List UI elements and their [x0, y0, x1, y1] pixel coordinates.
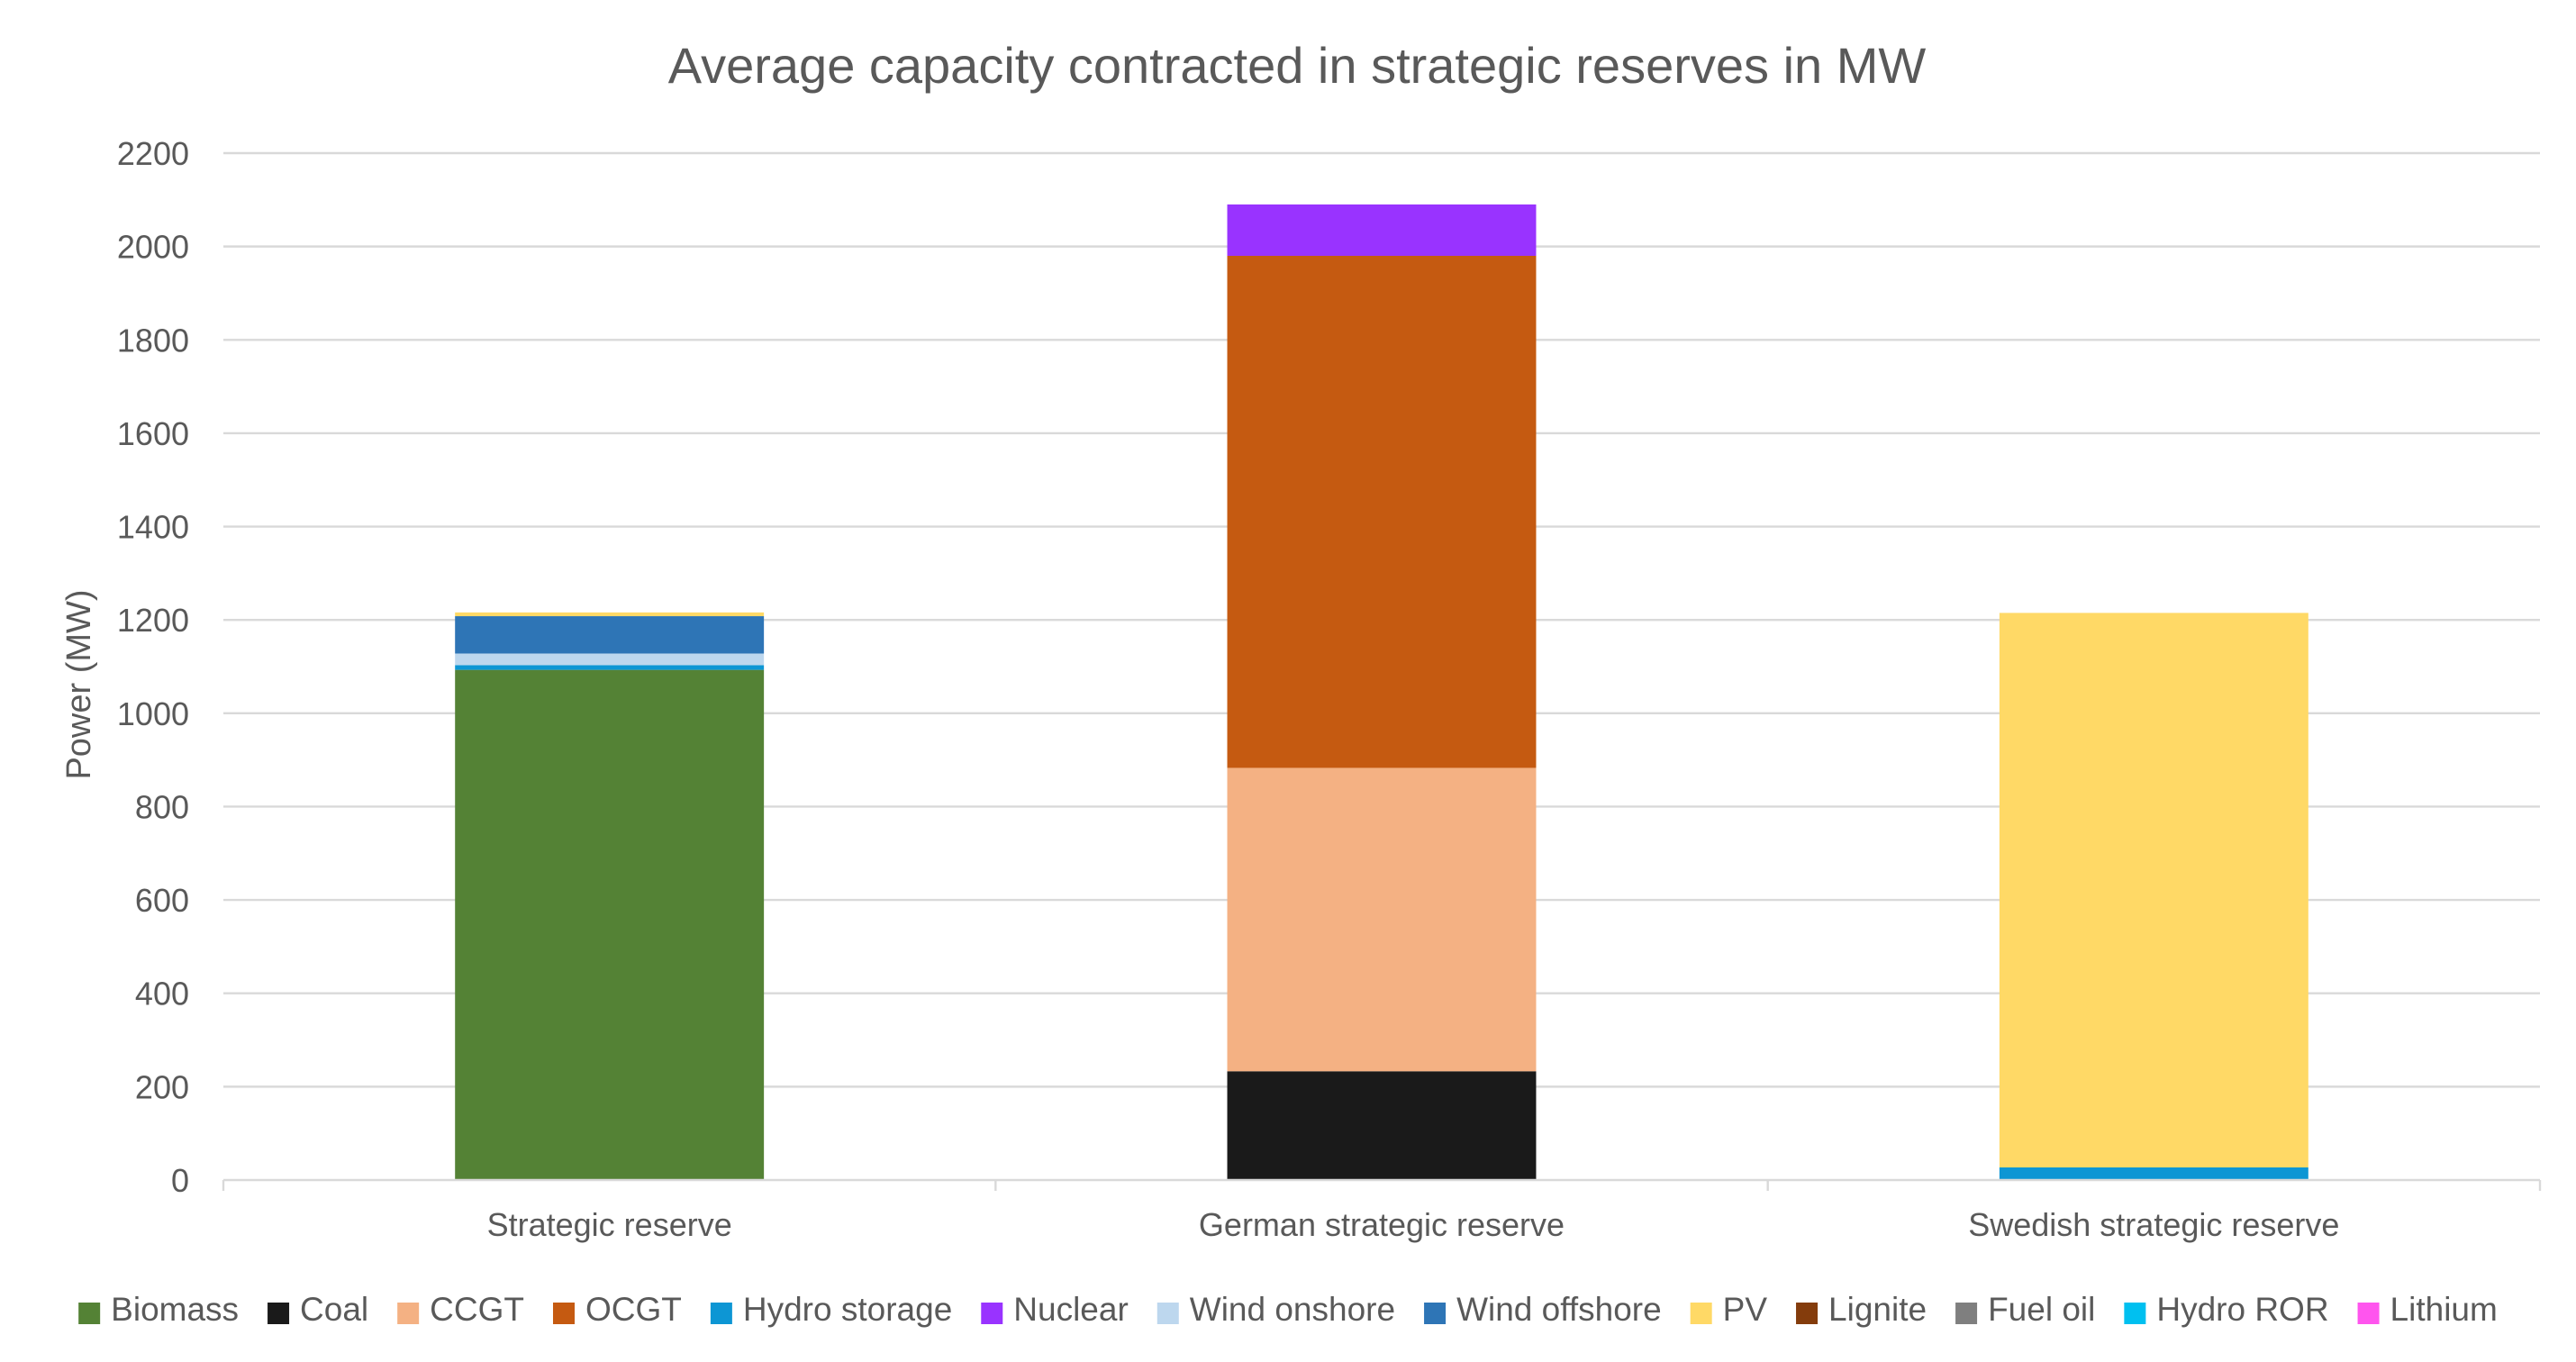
legend-swatch — [552, 1303, 575, 1324]
legend-label: Hydro ROR — [2156, 1291, 2328, 1328]
bar-segment-biomass-1 — [455, 669, 765, 1180]
bar-segment-pv-1 — [455, 612, 765, 617]
legend-label: Wind onshore — [1190, 1291, 1395, 1328]
y-axis-title: Power (MW) — [60, 589, 98, 779]
legend-item-ccgt: CCGT — [397, 1291, 524, 1328]
legend-swatch — [2357, 1303, 2380, 1324]
x-category-label-2: German strategic reserve — [1199, 1206, 1565, 1243]
legend-item-ocgt: OCGT — [552, 1291, 682, 1328]
legend-label: Fuel oil — [1988, 1291, 2095, 1328]
x-axis: Strategic reserve German strategic reserv… — [222, 1178, 2542, 1243]
legend-item-biomass: Biomass — [78, 1291, 239, 1328]
legend-item-wind-offshore: Wind offshore — [1424, 1291, 1662, 1328]
legend-item-fuel-oil: Fuel oil — [1955, 1291, 2095, 1328]
chart-title: Average capacity contracted in strategic… — [668, 37, 1927, 94]
legend-label: Hydro storage — [743, 1291, 952, 1328]
legend-item-hydro-storage: Hydro storage — [710, 1291, 952, 1328]
legend-swatch — [1955, 1303, 1978, 1324]
legend-swatch — [2124, 1303, 2146, 1324]
y-tick-label-400: 400 — [135, 976, 189, 1012]
legend-swatch — [1424, 1303, 1447, 1324]
bars — [455, 204, 2308, 1180]
legend-swatch — [1796, 1303, 1819, 1324]
y-tick-label-1000: 1000 — [117, 695, 189, 732]
legend-label: Lithium — [2390, 1291, 2498, 1328]
bar-segment-wind-onshore-1 — [455, 653, 765, 666]
y-tick-label-2200: 2200 — [117, 135, 189, 172]
legend-swatch — [78, 1303, 101, 1324]
legend-item-pv: PV — [1690, 1291, 1768, 1328]
bar-segment-hydro-storage-3 — [1999, 1167, 2308, 1180]
x-category-label-1: Strategic reserve — [487, 1206, 732, 1243]
y-tick-label-0: 0 — [171, 1162, 189, 1199]
legend-swatch — [268, 1303, 290, 1324]
y-tick-label-1400: 1400 — [117, 509, 189, 546]
y-tick-label-1200: 1200 — [117, 602, 189, 639]
legend-label: Coal — [300, 1291, 368, 1328]
legend-label: CCGT — [430, 1291, 524, 1328]
legend-label: Biomass — [111, 1291, 239, 1328]
legend-label: Lignite — [1828, 1291, 1927, 1328]
legend-swatch — [1690, 1303, 1712, 1324]
legend-item-nuclear: Nuclear — [981, 1291, 1129, 1328]
bar-segment-nuclear-2 — [1227, 204, 1537, 256]
legend-swatch — [981, 1303, 1003, 1324]
bar-segment-coal-2 — [1227, 1071, 1537, 1180]
legend-label: OCGT — [585, 1291, 682, 1328]
y-tick-label-800: 800 — [135, 788, 189, 825]
bar-segment-wind-offshore-1 — [455, 616, 765, 654]
bar-segment-hydro-storage-1 — [455, 665, 765, 670]
legend-swatch — [710, 1303, 732, 1324]
x-category-label-3: Swedish strategic reserve — [1968, 1206, 2339, 1243]
legend-label: Nuclear — [1013, 1291, 1129, 1328]
legend-swatch — [1156, 1303, 1179, 1324]
legend-item-coal: Coal — [268, 1291, 368, 1328]
legend-swatch — [397, 1303, 420, 1324]
y-axis-ticks: 0 200 400 600 800 1000 1200 1400 1600 1800 2000 220… — [117, 135, 189, 1199]
legend-label: PV — [1723, 1291, 1768, 1328]
y-tick-label-2000: 2000 — [117, 229, 189, 266]
legend: Biomass Coal CCGT OCGT Hydro storage Nuclear W… — [78, 1291, 2498, 1328]
legend-item-lignite: Lignite — [1796, 1291, 1927, 1328]
legend-item-wind-onshore: Wind onshore — [1156, 1291, 1395, 1328]
bar-segment-ccgt-2 — [1227, 767, 1537, 1072]
y-tick-label-1600: 1600 — [117, 415, 189, 452]
legend-item-hydro-ror: Hydro ROR — [2124, 1291, 2329, 1328]
y-tick-label-600: 600 — [135, 882, 189, 919]
bar-segment-pv-3 — [1999, 613, 2308, 1168]
legend-label: Wind offshore — [1456, 1291, 1662, 1328]
y-tick-label-200: 200 — [135, 1068, 189, 1105]
bar-segment-ocgt-2 — [1227, 256, 1537, 768]
legend-item-lithium: Lithium — [2357, 1291, 2498, 1328]
y-tick-label-1800: 1800 — [117, 322, 189, 359]
